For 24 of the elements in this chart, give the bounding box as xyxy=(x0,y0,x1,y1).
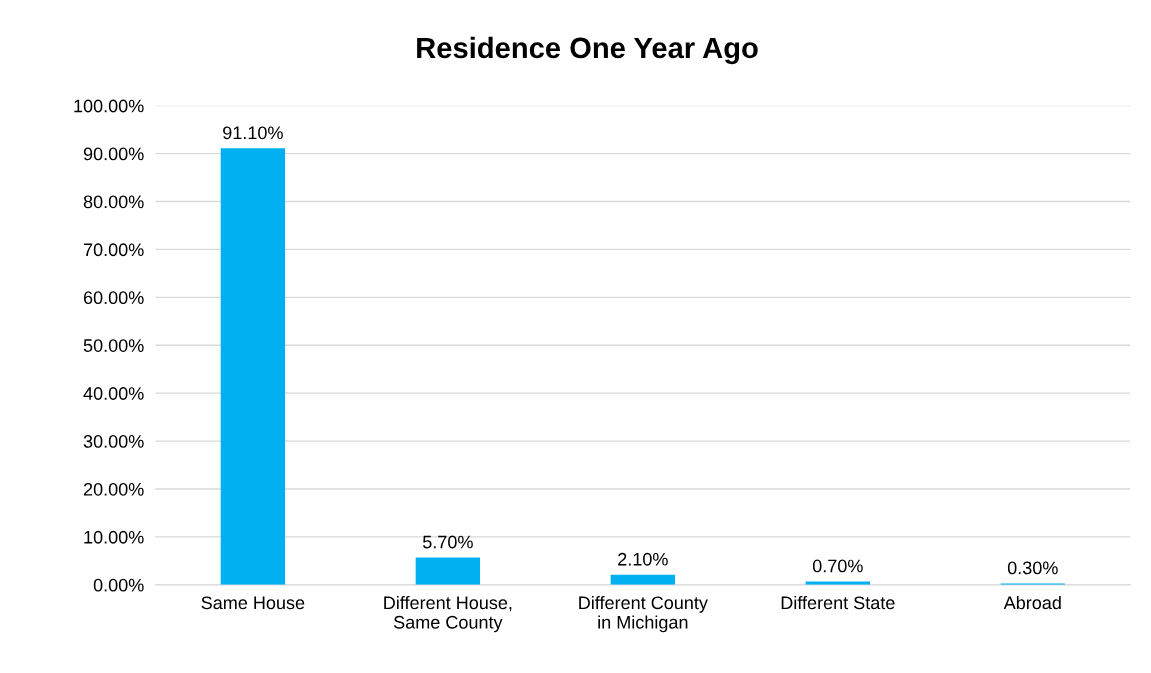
x-tick-label: Different State xyxy=(781,595,895,610)
data-label: 0.70% xyxy=(812,559,863,573)
y-tick-label: 50.00% xyxy=(83,339,144,352)
y-tick-label: 70.00% xyxy=(83,243,144,257)
data-label: 0.30% xyxy=(1007,561,1058,575)
x-tick-label: Different House, Same County xyxy=(384,595,512,633)
bar xyxy=(220,148,286,585)
y-tick-label: 80.00% xyxy=(83,195,144,209)
y-tick-label: 100.00% xyxy=(74,99,144,113)
y-tick-label: 40.00% xyxy=(83,387,144,400)
chart-title: Residence One Year Ago xyxy=(417,36,758,65)
x-tick-label: Different County in Michigan xyxy=(579,595,708,633)
y-tick-label: 0.00% xyxy=(93,578,144,592)
x-tick-label: Same House xyxy=(201,596,305,610)
y-tick-label: 30.00% xyxy=(83,435,144,448)
y-tick-label: 20.00% xyxy=(83,482,144,496)
y-tick-label: 60.00% xyxy=(83,291,144,305)
y-tick-label: 10.00% xyxy=(84,530,144,544)
x-tick-label: Abroad xyxy=(1003,595,1061,610)
data-label: 2.10% xyxy=(618,552,668,566)
bar xyxy=(415,557,481,585)
data-label: 5.70% xyxy=(422,535,473,549)
data-label: 91.10% xyxy=(223,126,283,140)
y-tick-label: 90.00% xyxy=(83,147,144,161)
